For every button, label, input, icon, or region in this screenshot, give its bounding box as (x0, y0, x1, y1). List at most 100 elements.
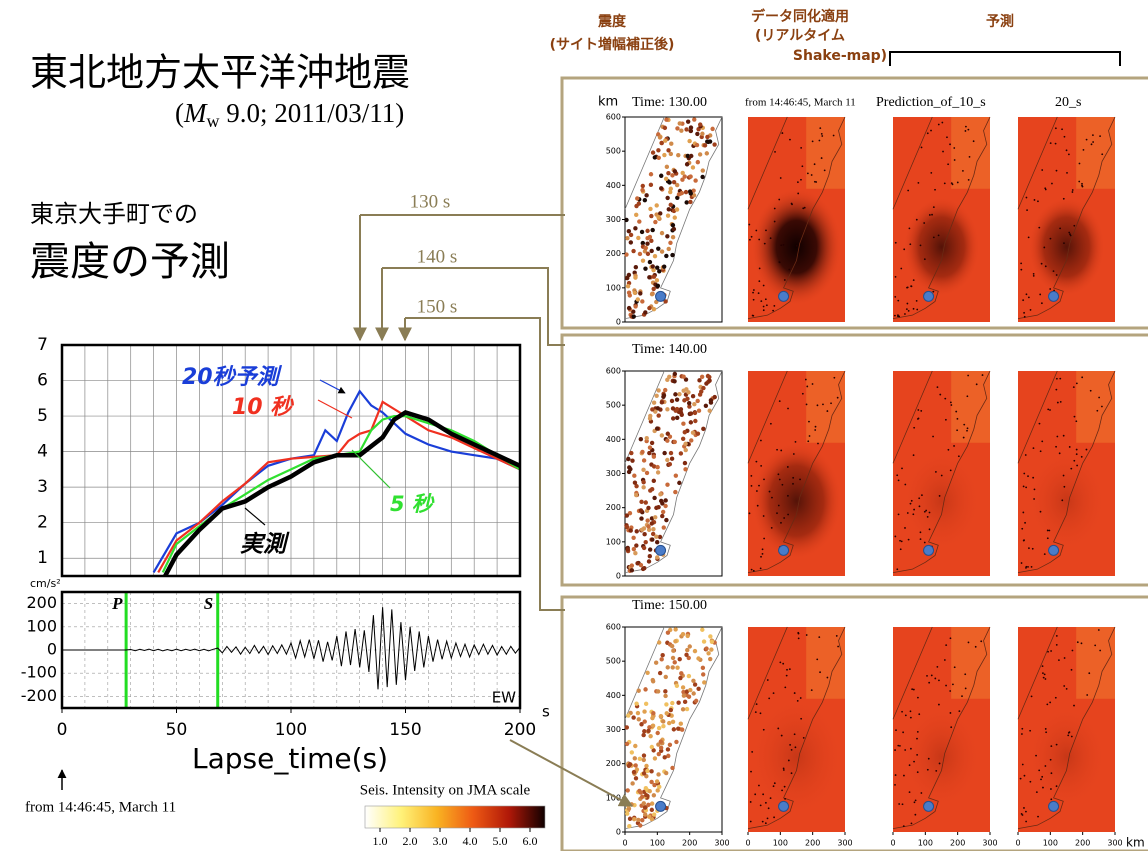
station-dot (1020, 269, 1022, 271)
station-dot (757, 505, 759, 507)
station-dot (780, 450, 782, 452)
station-dot (1023, 540, 1025, 542)
station-dot (648, 445, 652, 449)
map-y-tick-label: 400 (606, 435, 621, 444)
station-dot (1039, 294, 1041, 296)
station-dot (793, 453, 795, 455)
map-panel (893, 371, 990, 576)
station-dot (673, 639, 677, 643)
station-dot (1060, 401, 1062, 403)
station-dot (643, 246, 647, 250)
station-dot (791, 749, 793, 751)
station-dot (967, 427, 969, 429)
map-bg-land (806, 627, 845, 699)
station-dot (665, 165, 669, 169)
y-tick-label: 1 (37, 548, 48, 568)
station-dot (673, 627, 677, 631)
page: 東北地方太平洋沖地震 (Mw 9.0; 2011/03/11) 東京大手町での … (0, 0, 1148, 851)
map-x-tick-label: 300 (982, 839, 997, 848)
station-dot (687, 139, 691, 143)
map-column-label: Prediction_of_10_s (876, 95, 986, 110)
station-dot (656, 284, 660, 288)
station-dot (692, 402, 696, 406)
station-dot (667, 180, 671, 184)
station-dot (644, 500, 648, 504)
station-dot (1099, 650, 1101, 652)
station-dot (641, 184, 645, 188)
station-dot (779, 479, 781, 481)
station-dot (672, 727, 676, 731)
station-dot (982, 374, 984, 376)
station-dot (953, 147, 955, 149)
station-dot (969, 156, 971, 158)
map-bg-land (1076, 117, 1115, 189)
station-dot (759, 268, 761, 270)
tokyo-marker (924, 291, 934, 301)
station-dot (751, 569, 753, 571)
station-dot (643, 812, 647, 816)
station-dot (680, 727, 684, 731)
station-dot (649, 172, 653, 176)
station-dot (701, 672, 705, 676)
station-dot (679, 407, 683, 411)
station-dot (651, 268, 655, 272)
station-dot (684, 200, 688, 204)
station-dot (928, 758, 930, 760)
station-dot (765, 229, 767, 231)
station-dot (760, 465, 762, 467)
station-dot (639, 722, 643, 726)
station-dot (768, 697, 770, 699)
station-dot (653, 155, 657, 159)
station-dot (642, 801, 646, 805)
station-dot (632, 473, 636, 477)
intensity-blob (1029, 451, 1105, 550)
station-dot (675, 416, 679, 420)
station-dot (1056, 785, 1058, 787)
station-dot (945, 685, 947, 687)
phase-label: P (111, 594, 123, 613)
colorbar-tick-label: 2.0 (403, 834, 418, 848)
station-dot (916, 300, 918, 302)
colorbar-tick-label: 1.0 (373, 834, 388, 848)
station-dot (651, 679, 655, 683)
station-dot (797, 181, 799, 183)
station-dot (788, 760, 790, 762)
station-dot (780, 522, 782, 524)
station-dot (954, 666, 956, 668)
map-panel (1018, 371, 1115, 576)
station-dot (780, 244, 782, 246)
y-tick-label: 0 (47, 640, 57, 659)
header-bracket (890, 52, 1120, 66)
station-dot (712, 142, 716, 146)
station-dot (965, 130, 967, 132)
station-dot (641, 567, 645, 571)
station-dot (1025, 566, 1027, 568)
station-dot (806, 386, 808, 388)
station-dot (693, 419, 697, 423)
station-dot (904, 527, 906, 529)
station-dot (644, 540, 648, 544)
station-dot (644, 764, 648, 768)
station-dot (949, 690, 951, 692)
y-tick-label: 2 (37, 513, 48, 533)
station-dot (669, 142, 673, 146)
station-dot (938, 234, 940, 236)
station-dot (765, 298, 767, 300)
station-dot (822, 403, 824, 405)
station-dot (1031, 566, 1033, 568)
colorbar (365, 806, 545, 828)
station-dot (771, 527, 773, 529)
station-dot (758, 785, 760, 787)
station-dot (800, 697, 802, 699)
station-dot (1045, 265, 1047, 267)
station-dot (681, 421, 685, 425)
station-dot (795, 441, 797, 443)
station-dot (674, 473, 678, 477)
station-dot (655, 426, 659, 430)
station-dot (670, 644, 674, 648)
station-dot (697, 378, 701, 382)
station-dot (945, 419, 947, 421)
station-dot (645, 229, 649, 233)
y-tick-label: -200 (21, 686, 57, 705)
station-dot (708, 409, 712, 413)
